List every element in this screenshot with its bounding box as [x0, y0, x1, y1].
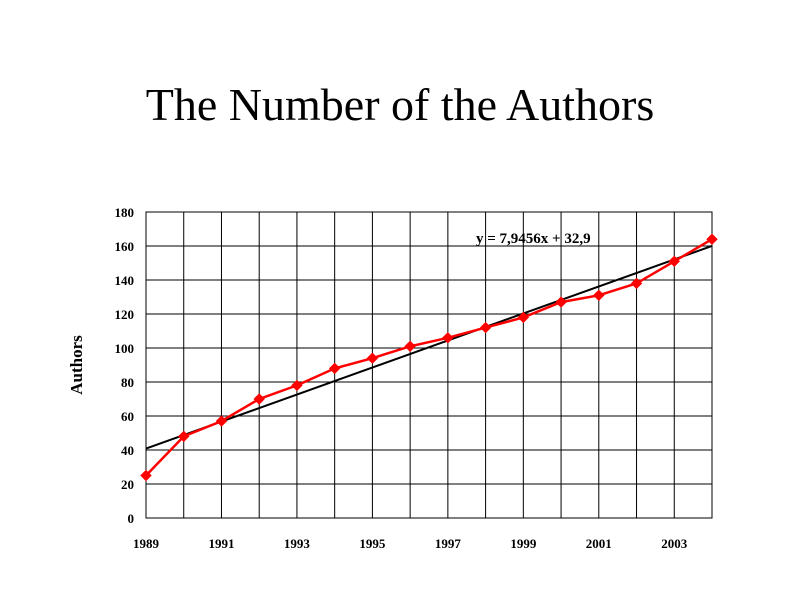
y-tick-label: 120 [115, 307, 135, 322]
series-line [145, 238, 713, 477]
trendline [145, 245, 713, 450]
y-tick-label: 80 [121, 375, 134, 390]
data-point [479, 321, 492, 334]
data-point [253, 393, 265, 405]
data-point [178, 430, 190, 443]
x-tick-label: 2001 [586, 536, 612, 551]
y-axis-title: Authors [67, 335, 86, 395]
data-point [668, 255, 680, 268]
x-tick-label: 1991 [208, 536, 234, 551]
slide-title: The Number of the Authors [145, 79, 655, 130]
y-tick-labels: 0 20 40 60 80 100 120 140 160 180 [115, 205, 135, 526]
data-point [593, 289, 605, 302]
data-point [630, 277, 643, 290]
data-point [442, 332, 454, 344]
data-point [366, 352, 379, 364]
data-point [291, 379, 303, 392]
y-tick-label: 20 [121, 477, 134, 492]
trendline-equation: y = 7,9456x + 32,9 [476, 231, 591, 247]
trendline-group [145, 245, 713, 450]
x-tick-label: 1995 [359, 536, 386, 551]
y-tick-label: 140 [115, 273, 135, 288]
y-tick-label: 180 [115, 205, 135, 220]
x-tick-label: 1993 [284, 536, 311, 551]
y-tick-label: 60 [121, 409, 134, 424]
y-tick-label: 160 [115, 239, 135, 254]
data-point [517, 311, 530, 324]
data-point [215, 415, 228, 427]
y-tick-label: 40 [121, 443, 134, 458]
data-point [140, 469, 152, 482]
chart-grid [145, 211, 713, 519]
series-group [140, 233, 718, 482]
y-tick-label: 100 [115, 341, 135, 356]
x-tick-label: 1997 [435, 536, 462, 551]
data-point [706, 233, 718, 245]
data-point [328, 362, 341, 375]
plot-frame [145, 211, 713, 519]
x-tick-label: 2003 [661, 536, 688, 551]
x-tick-label: 1989 [133, 536, 160, 551]
data-point [404, 340, 416, 353]
x-tick-labels: 1989 1991 1993 1995 1997 1999 2001 2003 [133, 536, 688, 551]
data-point [555, 296, 567, 308]
x-tick-label: 1999 [510, 536, 537, 551]
y-tick-label: 0 [128, 511, 135, 526]
